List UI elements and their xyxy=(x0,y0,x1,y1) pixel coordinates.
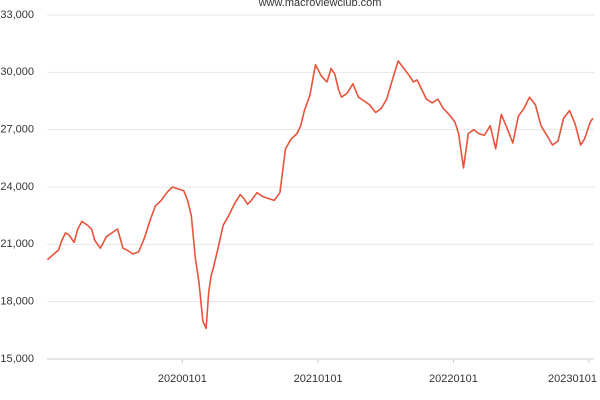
y-tick-label: 18,000 xyxy=(0,296,34,308)
x-axis-tick-labels: 20200101 20210101 20220101 20230101 xyxy=(158,359,597,385)
x-tick-label: 20210101 xyxy=(294,373,343,385)
x-tick-label: 20220101 xyxy=(429,373,478,385)
x-tick-label: 20230101 xyxy=(548,373,597,385)
y-tick-label: 30,000 xyxy=(0,66,34,78)
series-line xyxy=(46,60,594,330)
y-tick-label: 15,000 xyxy=(0,353,34,365)
grid-lines xyxy=(47,14,594,303)
y-tick-label: 21,000 xyxy=(0,238,34,250)
y-axis-tick-labels: 15,000 18,000 21,000 24,000 27,000 30,000 33,0… xyxy=(0,9,34,365)
y-tick-label: 33,000 xyxy=(0,9,34,21)
x-tick-label: 20200101 xyxy=(158,373,207,385)
y-tick-label: 24,000 xyxy=(0,181,34,193)
y-tick-label: 27,000 xyxy=(0,124,34,136)
series-group xyxy=(46,60,594,330)
chart-title: www.macroviewclub.com xyxy=(258,0,382,9)
